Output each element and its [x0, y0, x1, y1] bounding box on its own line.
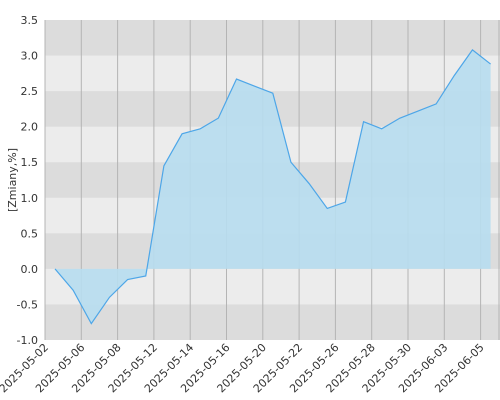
y-tick-label: 0.0 [21, 263, 39, 276]
band [45, 304, 500, 340]
line [54, 49, 491, 325]
y-tick-label: 1.0 [21, 192, 39, 205]
y-tick-label: 3.0 [21, 50, 39, 63]
y-tick-label: 2.0 [21, 121, 39, 134]
y-tick-label: 1.5 [21, 156, 39, 169]
band [45, 20, 500, 56]
y-tick-label: 3.5 [21, 14, 39, 27]
area [55, 49, 491, 324]
y-tick-label: -0.5 [17, 298, 38, 311]
y-tick-label: 0.5 [21, 227, 39, 240]
y-tick-label: -1.0 [17, 334, 38, 347]
y-axis-label: [Zmiany,%] [6, 148, 19, 212]
y-tick-label: 2.5 [21, 85, 39, 98]
